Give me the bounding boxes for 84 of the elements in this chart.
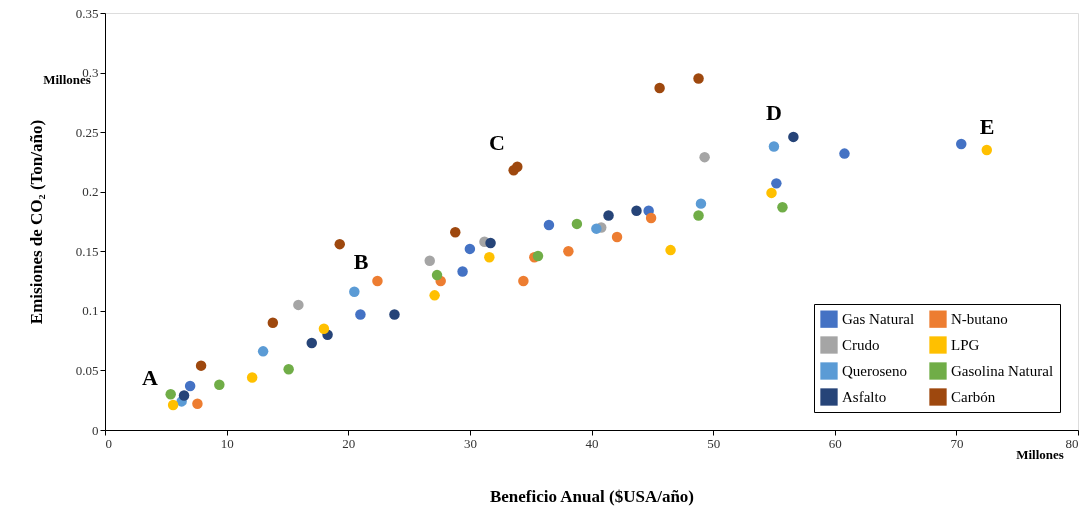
legend-label: Gasolina Natural xyxy=(951,363,1054,379)
point xyxy=(267,317,279,329)
point xyxy=(839,148,850,159)
point xyxy=(788,131,799,143)
y-tick-label: 0.25 xyxy=(75,124,99,140)
point xyxy=(665,244,676,256)
point xyxy=(389,309,400,320)
point xyxy=(766,187,777,199)
point xyxy=(485,237,496,249)
point xyxy=(306,337,318,349)
y-tick-label: 0.2 xyxy=(82,184,99,200)
point xyxy=(693,210,704,221)
point xyxy=(543,219,555,231)
point xyxy=(192,398,203,410)
annotation: B xyxy=(353,249,369,274)
point xyxy=(246,372,258,383)
point xyxy=(283,364,294,375)
point xyxy=(372,275,383,287)
legend-label: LPG xyxy=(951,337,980,353)
point xyxy=(184,380,196,392)
point xyxy=(768,141,780,152)
point xyxy=(334,238,345,250)
point xyxy=(293,299,304,311)
annotation: D xyxy=(766,100,782,125)
x-tick-label: 60 xyxy=(828,435,842,451)
point xyxy=(165,389,176,400)
legend-label: Crudo xyxy=(842,337,880,353)
annotation: A xyxy=(142,365,159,390)
x-tick-label: 0 xyxy=(105,435,112,451)
point xyxy=(167,399,179,411)
point xyxy=(518,275,529,287)
point xyxy=(318,323,330,334)
y-tick-label: 0 xyxy=(92,422,99,438)
point xyxy=(450,226,461,238)
point xyxy=(349,286,360,298)
legend-label: N-butano xyxy=(951,311,1008,328)
x-tick-label: 40 xyxy=(585,435,599,451)
point xyxy=(571,218,583,230)
annotation: E xyxy=(979,114,995,139)
y-tick-label: 0.35 xyxy=(75,5,99,21)
point xyxy=(431,269,443,281)
point xyxy=(512,161,523,172)
point xyxy=(695,198,707,209)
point xyxy=(603,210,614,221)
text: Millones xyxy=(1016,447,1064,462)
legend-label: Asfalto xyxy=(842,389,887,405)
y-axis-title: Emisiones de CO₂ (Ton/año) xyxy=(26,119,46,325)
point xyxy=(631,205,642,217)
point xyxy=(777,201,788,213)
point xyxy=(214,379,225,390)
point xyxy=(484,252,495,263)
x-tick-label: 80 xyxy=(1065,435,1079,451)
point xyxy=(457,266,468,277)
x-tick-label: 50 xyxy=(707,435,721,451)
point xyxy=(464,243,476,255)
point xyxy=(257,346,269,357)
point xyxy=(771,178,782,189)
point xyxy=(981,144,993,156)
legend-label: Queroseno xyxy=(842,363,907,379)
x-axis-title: Beneficio Anual ($USA/año) xyxy=(489,486,695,506)
point xyxy=(956,138,967,150)
x-tick-label: 30 xyxy=(463,435,477,451)
y-tick-label: 0.05 xyxy=(75,362,99,378)
point xyxy=(195,360,207,371)
point xyxy=(178,390,190,401)
x-tick-label: 20 xyxy=(342,435,356,451)
x-tick-label: 10 xyxy=(220,435,234,451)
point xyxy=(693,73,704,84)
point xyxy=(611,231,623,243)
point xyxy=(355,309,366,320)
point xyxy=(699,151,710,163)
legend-label: Carbón xyxy=(951,389,996,405)
point xyxy=(532,250,544,262)
annotation: C xyxy=(489,130,505,155)
y-tick-label: 0.15 xyxy=(75,243,99,259)
point xyxy=(591,223,602,234)
point xyxy=(563,246,574,257)
x-tick-label: 70 xyxy=(950,435,964,451)
legend-label: Gas Natural xyxy=(842,311,915,328)
y-tick-label: 0.1 xyxy=(82,303,99,319)
point xyxy=(645,212,657,224)
point xyxy=(429,290,440,301)
point xyxy=(424,255,435,267)
point xyxy=(654,82,665,94)
